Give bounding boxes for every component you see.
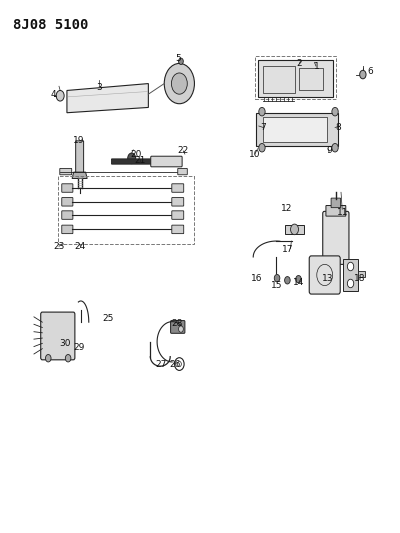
Circle shape xyxy=(178,58,183,64)
Text: 27: 27 xyxy=(155,360,167,369)
FancyBboxPatch shape xyxy=(309,256,340,294)
Text: 4: 4 xyxy=(50,90,56,99)
FancyBboxPatch shape xyxy=(172,198,184,206)
Circle shape xyxy=(171,73,187,94)
Circle shape xyxy=(347,262,354,271)
Circle shape xyxy=(274,274,280,282)
Text: 28: 28 xyxy=(171,319,183,328)
Text: 20: 20 xyxy=(130,150,141,159)
Bar xyxy=(263,117,327,142)
FancyBboxPatch shape xyxy=(172,184,184,192)
Text: 1: 1 xyxy=(314,62,320,70)
Text: 11: 11 xyxy=(336,208,348,217)
Bar xyxy=(256,113,338,146)
Circle shape xyxy=(360,70,366,79)
Text: 3: 3 xyxy=(96,83,102,92)
Bar xyxy=(58,176,194,244)
FancyBboxPatch shape xyxy=(178,168,187,175)
Text: 23: 23 xyxy=(53,242,65,251)
FancyBboxPatch shape xyxy=(112,159,152,164)
FancyBboxPatch shape xyxy=(331,198,341,208)
Circle shape xyxy=(259,108,265,116)
Text: 12: 12 xyxy=(281,204,292,213)
FancyBboxPatch shape xyxy=(326,206,346,216)
Text: 8J08 5100: 8J08 5100 xyxy=(13,18,89,33)
Text: 6: 6 xyxy=(367,67,373,76)
Text: 5: 5 xyxy=(175,54,181,62)
Circle shape xyxy=(290,224,298,235)
Circle shape xyxy=(332,143,338,152)
Text: 26: 26 xyxy=(170,360,181,369)
Text: 30: 30 xyxy=(59,339,71,348)
Circle shape xyxy=(178,326,183,332)
FancyBboxPatch shape xyxy=(76,141,84,173)
FancyBboxPatch shape xyxy=(62,225,73,233)
Polygon shape xyxy=(67,84,148,113)
Polygon shape xyxy=(72,172,87,179)
Text: 10: 10 xyxy=(249,150,260,159)
Text: 19: 19 xyxy=(73,136,84,145)
Circle shape xyxy=(259,143,265,152)
FancyBboxPatch shape xyxy=(62,184,73,192)
FancyBboxPatch shape xyxy=(323,212,349,264)
Polygon shape xyxy=(343,259,358,292)
Text: 8: 8 xyxy=(335,123,341,132)
Bar xyxy=(258,60,333,97)
Polygon shape xyxy=(286,225,304,233)
Text: 18: 18 xyxy=(354,273,366,282)
Bar xyxy=(298,68,323,91)
Text: 29: 29 xyxy=(73,343,84,352)
Circle shape xyxy=(296,276,301,283)
Circle shape xyxy=(46,354,51,362)
Text: 17: 17 xyxy=(282,245,294,254)
FancyBboxPatch shape xyxy=(172,225,184,233)
FancyBboxPatch shape xyxy=(171,320,185,333)
FancyBboxPatch shape xyxy=(62,198,73,206)
FancyBboxPatch shape xyxy=(41,312,75,360)
Text: 16: 16 xyxy=(251,273,262,282)
Text: 14: 14 xyxy=(293,278,304,287)
FancyBboxPatch shape xyxy=(62,211,73,219)
Circle shape xyxy=(56,91,64,101)
Text: 9: 9 xyxy=(326,147,332,156)
Text: 2: 2 xyxy=(296,59,302,68)
Text: 7: 7 xyxy=(261,123,266,132)
Circle shape xyxy=(332,108,338,116)
Bar xyxy=(263,66,295,93)
Bar xyxy=(255,56,336,100)
Text: 24: 24 xyxy=(74,242,86,251)
Circle shape xyxy=(164,63,194,104)
Text: 21: 21 xyxy=(135,156,146,165)
Text: 15: 15 xyxy=(270,280,282,289)
Circle shape xyxy=(285,277,290,284)
Text: 13: 13 xyxy=(322,273,334,282)
Circle shape xyxy=(347,279,354,288)
Circle shape xyxy=(65,354,71,362)
Text: 22: 22 xyxy=(178,147,189,156)
Circle shape xyxy=(128,153,136,164)
FancyBboxPatch shape xyxy=(60,168,72,175)
Polygon shape xyxy=(358,271,365,277)
FancyBboxPatch shape xyxy=(151,156,182,167)
FancyBboxPatch shape xyxy=(172,211,184,219)
Text: 25: 25 xyxy=(102,314,114,323)
